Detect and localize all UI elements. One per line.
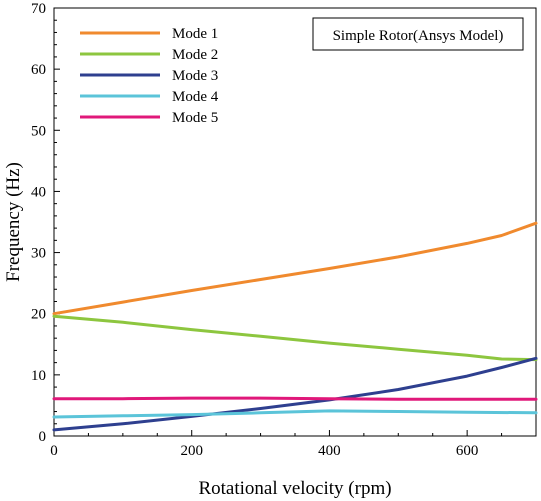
x-axis-label: Rotational velocity (rpm) xyxy=(198,478,391,499)
series-line-mode-4 xyxy=(52,409,538,419)
x-tick-label: 400 xyxy=(318,443,341,459)
y-tick-label: 40 xyxy=(31,184,46,200)
chart-title-frame xyxy=(312,17,524,51)
chart-title: Simple Rotor(Ansys Model) xyxy=(333,28,504,44)
y-axis-label: Frequency (Hz) xyxy=(3,162,24,282)
legend-label-mode-2: Mode 2 xyxy=(172,47,218,63)
x-tick-label: 600 xyxy=(456,443,479,459)
series-lines xyxy=(52,221,538,432)
legend-label-mode-3: Mode 3 xyxy=(172,68,218,84)
y-tick-label: 60 xyxy=(31,62,46,78)
legend-label-mode-1: Mode 1 xyxy=(172,26,218,42)
legend-label-mode-5: Mode 5 xyxy=(172,110,218,126)
plot-frame xyxy=(53,7,537,437)
y-tick-label: 70 xyxy=(31,1,46,17)
chart-title-box: Simple Rotor(Ansys Model) xyxy=(312,17,524,51)
y-tick-label: 20 xyxy=(31,307,46,323)
series-line-mode-2 xyxy=(52,314,538,362)
y-tick-label: 10 xyxy=(31,368,46,384)
legend-label-mode-4: Mode 4 xyxy=(172,89,219,105)
y-tick-label: 0 xyxy=(39,429,47,445)
series-line-mode-3 xyxy=(52,356,538,432)
x-axis-ticks: 0 200 400 600 xyxy=(50,430,537,459)
plot-area xyxy=(53,7,537,437)
y-tick-label: 50 xyxy=(31,123,46,139)
x-tick-label: 200 xyxy=(180,443,203,459)
series-line-mode-5 xyxy=(52,396,538,401)
y-axis-ticks: 0 10 20 30 40 50 60 70 xyxy=(31,1,60,445)
series-line-mode-1 xyxy=(52,221,538,316)
y-tick-label: 30 xyxy=(31,246,46,262)
x-tick-label: 0 xyxy=(50,443,58,459)
legend: Mode 1 Mode 2 Mode 3 Mode 4 Mode 5 xyxy=(80,26,219,126)
